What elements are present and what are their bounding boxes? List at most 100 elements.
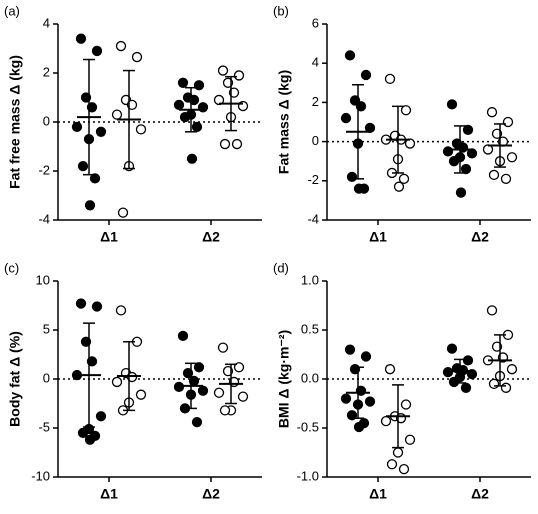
y-tick-label: 2 [312,94,319,109]
data-point [488,169,500,181]
data-point [71,121,83,133]
data-point [398,464,410,475]
data-point [193,362,205,373]
data-point [191,416,203,428]
data-point [404,434,416,445]
data-point [91,301,103,312]
data-point [115,305,127,316]
data-point [364,396,376,407]
data-point [197,385,209,396]
data-point [186,153,198,164]
data-point [446,343,458,354]
data-point [111,376,123,388]
data-point [500,382,512,393]
data-point [462,124,474,135]
y-tick-label: -2 [307,172,319,187]
data-point [442,146,454,157]
panel-label: (b) [273,3,289,18]
data-point [460,163,472,175]
y-tick-label: -4 [38,211,50,226]
y-tick-label: -0.5 [297,419,319,434]
x-tick-label: Δ2 [471,229,489,245]
y-tick-label: -2 [38,162,50,177]
data-point [111,109,123,120]
data-point [231,138,243,150]
y-tick-label: 0.0 [301,370,319,385]
data-point [384,364,396,375]
data-point [177,77,189,88]
y-tick-label: 4 [312,55,319,70]
panel: (b) Fat mass Δ (kg) -4 -2 0 2 4 6 Δ1 Δ2 [273,3,531,245]
data-point [340,393,352,404]
data-point [89,173,101,184]
y-axis-label: Fat mass Δ (kg) [276,70,292,174]
panel-label: (a) [4,3,20,18]
data-point [131,51,143,63]
panel: (d) BMI Δ (kg·m⁻²) -1.0 -0.5 0.0 0.5 1.0 Δ1 Δ2 [273,260,531,502]
y-tick-label: -1.0 [297,468,319,483]
data-point [353,183,365,194]
data-point [448,156,460,167]
x-tick-label: Δ2 [202,486,220,502]
y-tick-label: -5 [38,419,50,434]
panel: (a) Fat free mass Δ (kg) -4 -2 0 2 4 Δ1 Δ2 [4,3,262,245]
data-point [486,107,498,118]
data-point [77,427,89,439]
data-point [393,181,405,192]
y-tick-label: -10 [31,468,50,483]
data-point [179,111,191,123]
data-point [460,382,472,393]
data-point [506,364,518,375]
data-point [217,342,229,353]
data-point [448,376,460,388]
y-tick-label: 2 [43,64,50,79]
data-point [135,389,147,400]
data-point [398,173,410,184]
data-point [344,344,356,355]
x-tick-label: Δ1 [100,486,118,502]
x-tick-label: Δ2 [471,486,489,502]
data-point [219,405,231,416]
data-point [462,355,474,366]
data-point [353,421,365,433]
data-point [386,459,398,470]
data-point [117,207,129,218]
y-tick-label: 0.5 [301,321,319,336]
data-point [115,40,127,52]
data-point [233,70,245,81]
y-tick-label: -4 [307,211,319,226]
data-point [95,411,107,422]
data-point [237,391,249,402]
y-tick-label: 0 [312,133,319,148]
y-tick-label: 1.0 [301,272,319,287]
data-point [488,378,500,390]
data-point [340,112,352,124]
x-tick-label: Δ2 [202,229,220,245]
panel: (c) Body fat Δ (%) -10 -5 0 5 10 Δ1 Δ2 [4,260,262,502]
data-point [84,200,96,211]
data-point [77,160,89,172]
data-point [191,121,203,133]
x-tick-label: Δ1 [369,229,387,245]
data-point [177,330,189,342]
data-point [75,298,87,309]
data-point [219,138,231,150]
data-point [213,387,225,398]
y-axis-label: Fat free mass Δ (kg) [7,55,23,189]
data-point [217,65,229,76]
data-point [346,171,358,183]
y-tick-label: 6 [312,15,319,30]
data-point [344,50,356,61]
data-point [502,116,514,128]
y-tick-label: 5 [43,321,50,336]
y-tick-label: 4 [43,15,50,30]
data-point [360,69,372,81]
y-tick-label: 10 [36,272,50,287]
data-point [380,415,392,427]
x-tick-label: Δ1 [100,229,118,245]
data-point [506,152,518,163]
data-point [500,173,512,184]
y-axis-label: BMI Δ (kg·m⁻²) [276,330,292,428]
data-point [173,99,185,110]
